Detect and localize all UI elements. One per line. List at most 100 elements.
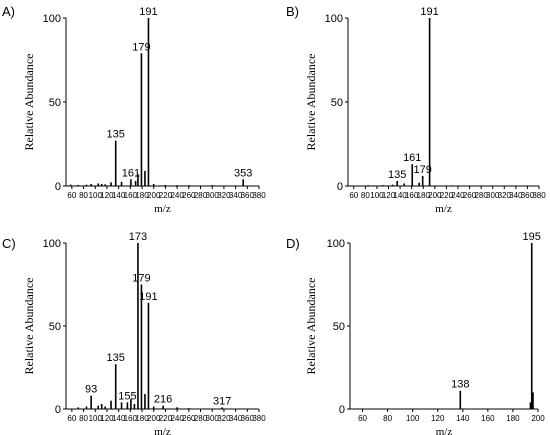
y-axis-label: Relative Abundance	[22, 54, 36, 151]
x-tick-label: 180	[506, 414, 520, 423]
x-tick-label: 160	[405, 191, 419, 200]
peak-label: 191	[139, 6, 157, 18]
x-tick-label: 120	[100, 191, 114, 200]
x-tick-label: 60	[67, 414, 76, 423]
x-tick-label: 320	[498, 191, 512, 200]
peak-label: 317	[213, 395, 231, 407]
x-tick-label: 360	[241, 414, 255, 423]
peak-label: 216	[154, 394, 172, 406]
x-tick-label: 220	[440, 191, 454, 200]
y-axis-label: Relative Abundance	[304, 54, 318, 151]
y-axis-label: Relative Abundance	[22, 278, 36, 375]
y-tick-label: 0	[55, 404, 61, 416]
peak-label: 93	[85, 384, 97, 396]
x-tick-label: 340	[509, 191, 523, 200]
peak-label: 179	[132, 273, 150, 285]
x-tick-label: 260	[182, 414, 196, 423]
x-tick-label: 140	[393, 191, 407, 200]
x-tick-label: 180	[417, 191, 431, 200]
x-tick-label: 120	[431, 414, 445, 423]
y-tick-label: 0	[337, 181, 343, 193]
x-tick-label: 180	[135, 414, 149, 423]
y-axis-label: Relative Abundance	[304, 278, 318, 375]
panel-d: D) 0 50 100 60 80 100 120 140 160 180 200 Relative A…	[286, 231, 545, 435]
peak-label: 161	[403, 152, 421, 164]
x-tick-label: 320	[217, 191, 231, 200]
y-tick-label: 50	[49, 97, 61, 109]
y-tick-label: 100	[325, 13, 343, 25]
x-tick-label: 320	[217, 414, 231, 423]
x-tick-label: 200	[147, 191, 161, 200]
x-tick-label: 240	[170, 191, 184, 200]
y-tick-label: 0	[339, 404, 345, 416]
x-tick-label: 80	[79, 414, 88, 423]
x-tick-label: 100	[370, 191, 384, 200]
x-tick-label: 140	[112, 414, 126, 423]
x-axis-label: m/z	[435, 203, 452, 215]
peak-label: 173	[129, 231, 147, 243]
peak-label: 195	[523, 231, 541, 243]
x-tick-label: 160	[481, 414, 495, 423]
x-tick-label: 80	[361, 191, 370, 200]
x-tick-label: 140	[456, 414, 470, 423]
x-tick-label: 220	[159, 414, 173, 423]
peak-label: 179	[413, 164, 431, 176]
peak-label: 135	[388, 169, 406, 181]
x-tick-label: 260	[463, 191, 477, 200]
y-tick-label: 50	[331, 97, 343, 109]
x-tick-label: 240	[170, 414, 184, 423]
peak-label: 191	[420, 6, 438, 18]
x-tick-label: 380	[252, 191, 266, 200]
y-tick-label: 100	[327, 238, 345, 250]
peak-label: 179	[132, 41, 150, 53]
x-axis-label: m/z	[154, 426, 171, 435]
peak-label: 155	[118, 390, 136, 402]
x-tick-label: 120	[100, 414, 114, 423]
x-tick-label: 100	[89, 191, 103, 200]
x-tick-label: 200	[147, 414, 161, 423]
x-tick-label: 60	[358, 414, 367, 423]
x-tick-label: 380	[532, 191, 546, 200]
x-tick-label: 280	[194, 414, 208, 423]
x-axis-label: m/z	[436, 426, 453, 435]
peak-label: 353	[234, 167, 252, 179]
x-tick-label: 100	[406, 414, 420, 423]
x-tick-label: 60	[349, 191, 358, 200]
x-tick-label: 60	[67, 191, 76, 200]
x-tick-label: 340	[229, 191, 243, 200]
panel-letter: B)	[286, 4, 299, 19]
x-tick-label: 360	[521, 191, 535, 200]
x-tick-label: 200	[428, 191, 442, 200]
x-tick-label: 300	[486, 191, 500, 200]
peak-label: 135	[107, 352, 125, 364]
x-tick-label: 140	[112, 191, 126, 200]
x-tick-label: 80	[383, 414, 392, 423]
panel-letter: C)	[2, 236, 16, 251]
x-tick-label: 360	[241, 191, 255, 200]
x-tick-label: 260	[182, 191, 196, 200]
x-tick-label: 100	[89, 414, 103, 423]
x-tick-label: 80	[79, 191, 88, 200]
x-tick-label: 220	[159, 191, 173, 200]
x-tick-label: 160	[124, 191, 138, 200]
x-tick-label: 120	[382, 191, 396, 200]
x-tick-label: 160	[124, 414, 138, 423]
peak-label: 135	[107, 129, 125, 141]
x-tick-label: 280	[194, 191, 208, 200]
x-tick-label: 300	[206, 414, 220, 423]
peak-label: 191	[139, 291, 157, 303]
panel-letter: A)	[2, 4, 15, 19]
y-tick-label: 0	[55, 181, 61, 193]
x-tick-label: 280	[474, 191, 488, 200]
x-tick-label: 340	[229, 414, 243, 423]
x-tick-label: 380	[252, 414, 266, 423]
y-tick-label: 100	[43, 238, 61, 250]
x-tick-label: 240	[451, 191, 465, 200]
x-tick-label: 200	[531, 414, 545, 423]
x-tick-label: 180	[135, 191, 149, 200]
x-tick-label: 300	[206, 191, 220, 200]
y-tick-label: 50	[49, 321, 61, 333]
